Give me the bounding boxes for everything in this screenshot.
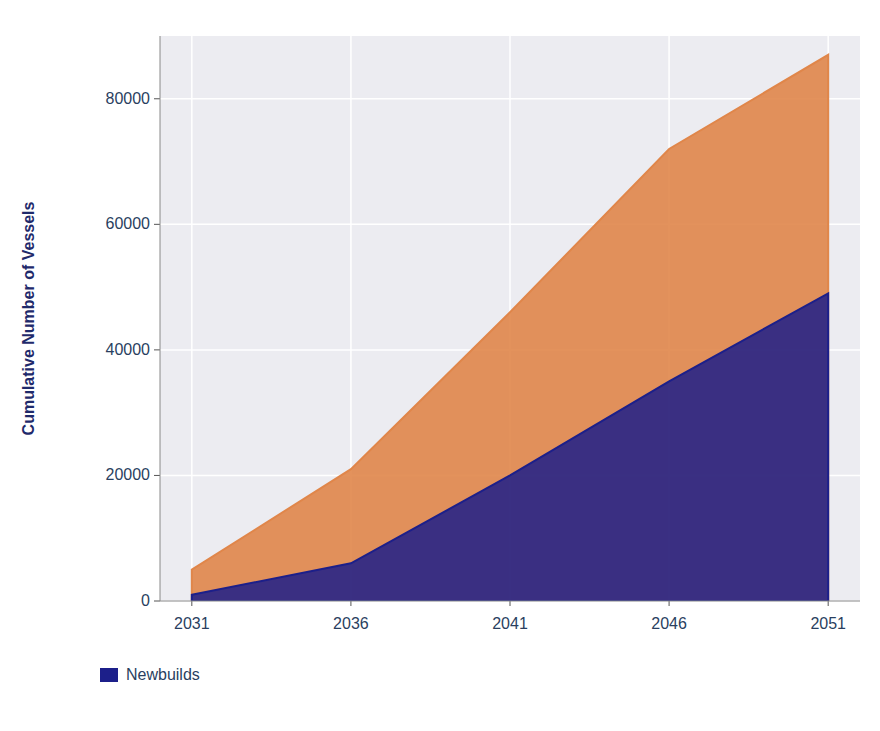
legend-swatch [100,668,118,682]
y-tick-label: 80000 [106,90,151,107]
x-tick-label: 2031 [174,615,210,632]
x-tick [669,601,670,606]
y-tick-label: 0 [141,592,150,609]
plot-background [160,36,860,601]
x-tick [350,601,351,606]
x-tick-label: 2041 [492,615,528,632]
area [192,55,828,601]
y-tick [154,349,160,350]
areas [192,55,828,601]
legend-label: Newbuilds [126,666,200,683]
y-tick [154,98,160,99]
y-tick-label: 40000 [106,341,151,358]
y-tick [154,601,160,602]
x-tick [191,601,192,606]
x-tick [510,601,511,606]
x-axis-line [160,601,860,602]
y-tick [154,224,160,225]
y-tick-label: 60000 [106,215,151,232]
x-grid-line [191,36,193,601]
y-tick [154,475,160,476]
x-tick-label: 2051 [810,615,846,632]
x-tick-label: 2036 [333,615,369,632]
area [192,293,828,601]
x-tick-label: 2046 [651,615,687,632]
y-axis-title: Cumulative Number of Vessels [20,201,37,435]
chart: 2031 2036 2041 2046 2051 0 20000 40000 60000 8000… [0,0,880,731]
x-tick [828,601,829,606]
y-axis-line [160,36,161,601]
y-tick-label: 20000 [106,466,151,483]
